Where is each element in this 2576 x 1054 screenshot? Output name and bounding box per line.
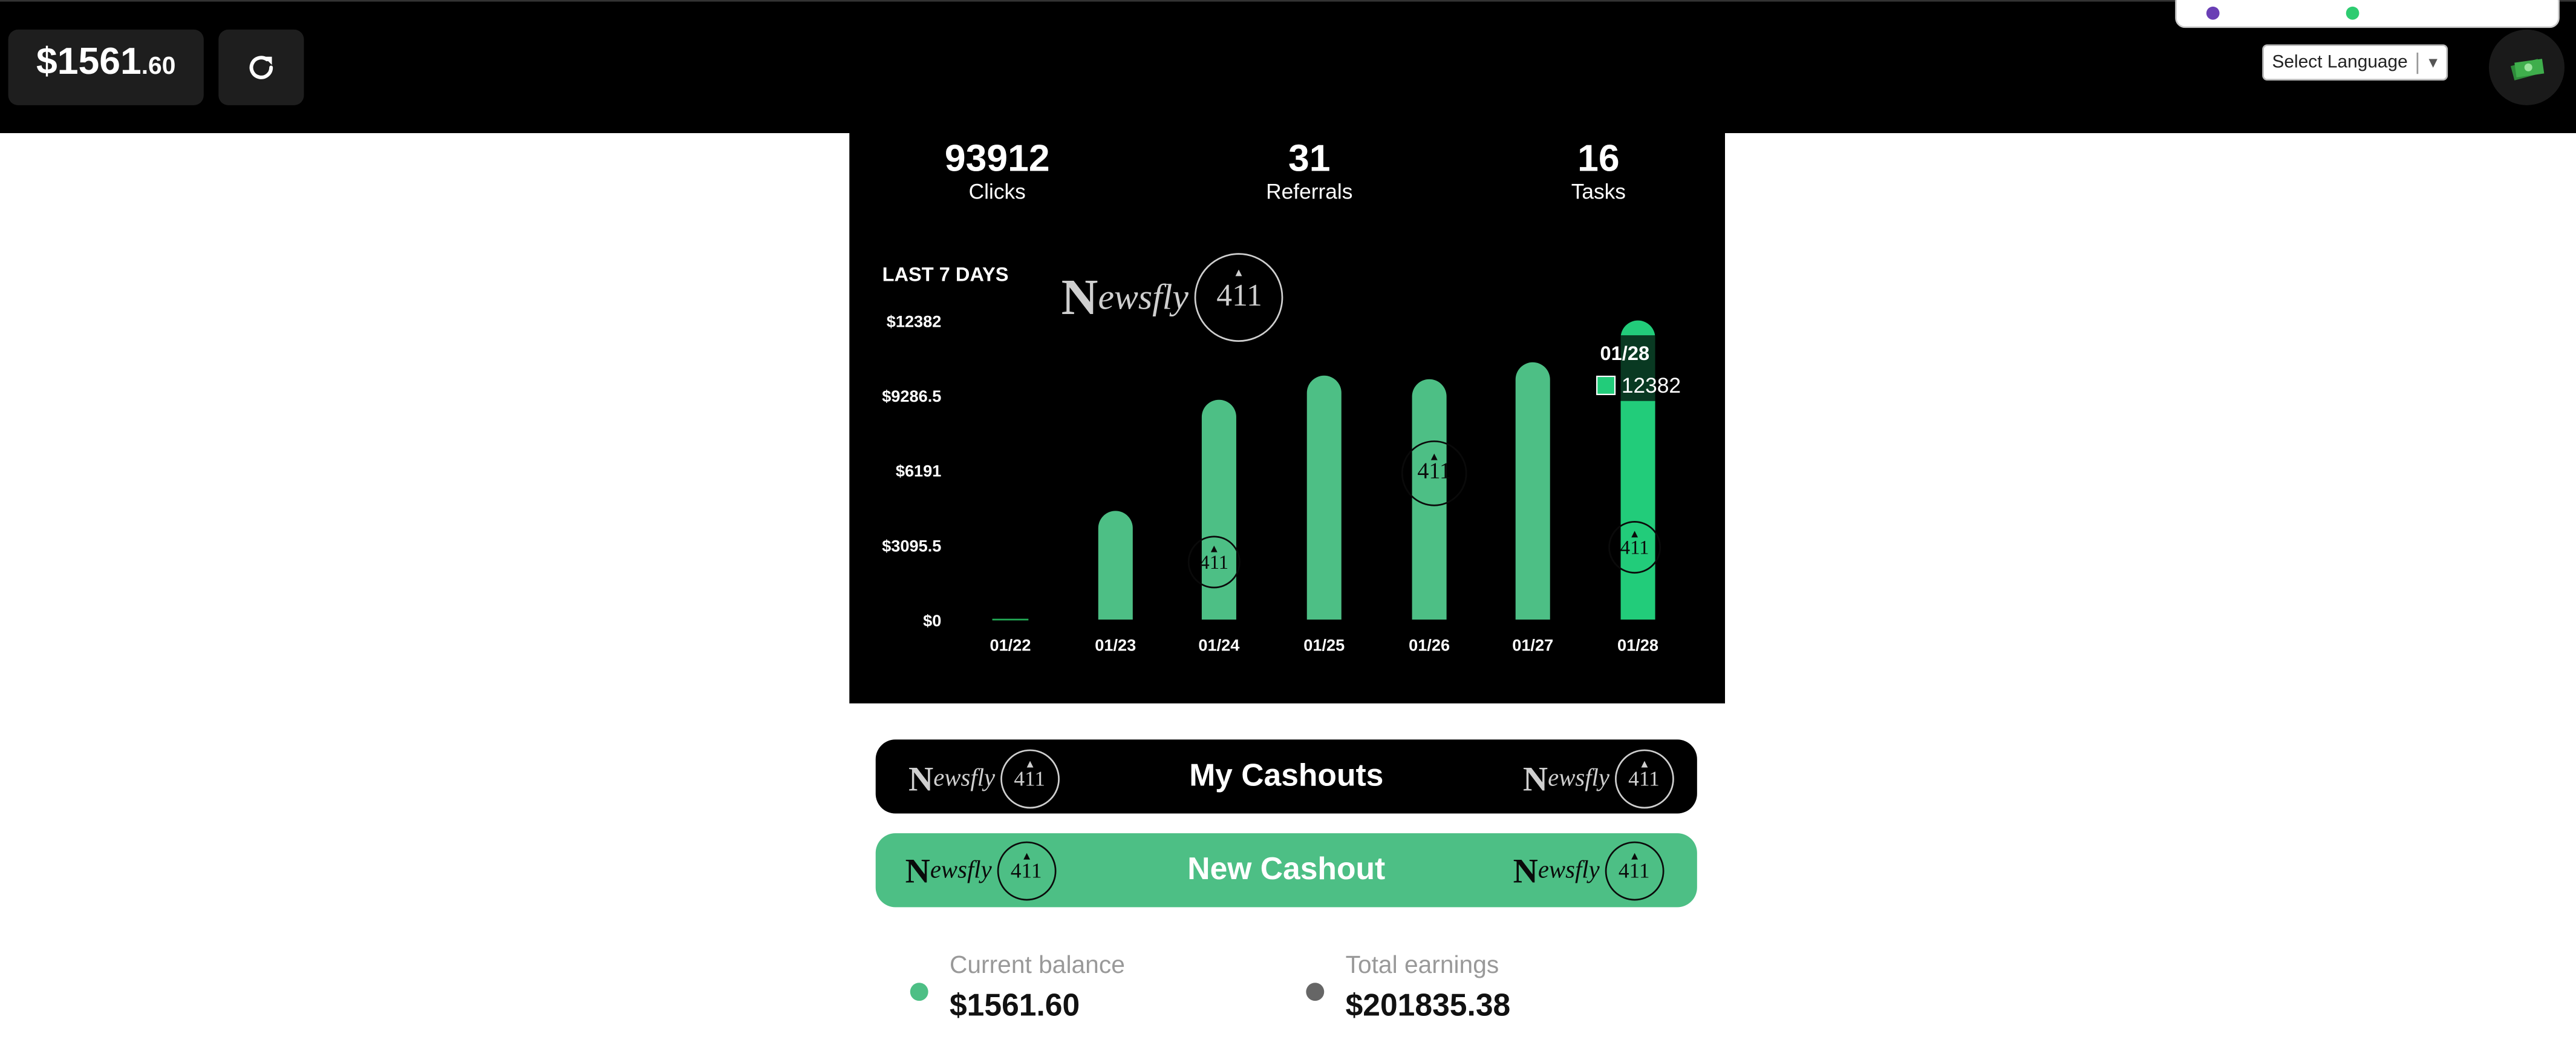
logo-circle: 411 — [1195, 253, 1284, 342]
logo-circle: 411 — [1614, 749, 1674, 809]
stat-label: Referrals — [1266, 179, 1353, 204]
language-select-label: Select Language — [2272, 52, 2408, 73]
logo-circle: 411 — [1604, 841, 1664, 901]
stat-clicks: 93912 Clicks — [899, 136, 1096, 205]
stat-tasks: 16 Tasks — [1500, 136, 1697, 205]
refresh-button[interactable] — [218, 29, 304, 105]
newsfly-watermark-logo: 411 — [1608, 521, 1661, 574]
stat-value: 16 — [1577, 136, 1620, 180]
money-icon — [2510, 59, 2545, 80]
language-select[interactable]: Select Language ▼ — [2262, 44, 2448, 81]
balance-display: $1561.60 — [8, 29, 204, 105]
logo-circle: 411 — [1000, 749, 1060, 809]
x-tick-label: 01/23 — [1095, 636, 1136, 655]
tooltip-value: 12382 — [1622, 374, 1681, 398]
stat-label: Tasks — [1571, 179, 1626, 204]
stat-referrals: 31 Referrals — [1211, 136, 1408, 205]
total-earnings-value: $201835.38 — [1345, 989, 1511, 1024]
x-tick-label: 01/27 — [1512, 636, 1553, 655]
y-tick-label: $12382 — [887, 312, 942, 331]
chart-tooltip — [1595, 335, 1687, 401]
stat-value: 31 — [1288, 136, 1331, 180]
avatar[interactable] — [2489, 29, 2565, 105]
logo-circle: 411 — [1608, 521, 1661, 574]
refresh-icon — [249, 56, 273, 79]
bar — [1515, 362, 1550, 620]
x-tick-label: 01/28 — [1617, 636, 1658, 655]
logo-circle: 411 — [1187, 535, 1241, 589]
dropdown-arrow-icon: ▼ — [2425, 54, 2441, 71]
chart-title: LAST 7 DAYS — [882, 263, 1009, 286]
current-balance-value: $1561.60 — [949, 989, 1080, 1024]
tooltip-date: 01/28 — [1600, 342, 1650, 364]
balance-cents: .60 — [141, 52, 176, 81]
x-tick-label: 01/25 — [1303, 636, 1345, 655]
new-cashout-label: New Cashout — [1187, 852, 1386, 887]
stat-value: 93912 — [944, 136, 1050, 180]
x-tick-label: 01/24 — [1198, 636, 1239, 655]
balance-main: $1561 — [36, 39, 142, 82]
stats-panel: 93912 Clicks 31 Referrals 16 Tasks LAST … — [849, 131, 1726, 704]
top-bar: $1561.60 Select Language ▼ — [0, 0, 2576, 134]
y-tick-label: $3095.5 — [882, 536, 941, 555]
bar — [1306, 375, 1342, 620]
current-balance-label: Current balance — [949, 951, 1125, 980]
current-balance-dot — [910, 983, 928, 1001]
bar — [1098, 511, 1133, 620]
select-divider — [2416, 51, 2418, 73]
tooltip-swatch — [1596, 375, 1616, 395]
total-earnings-label: Total earnings — [1345, 951, 1499, 980]
newsfly-watermark-logo: 411 — [1401, 440, 1467, 506]
popup-icon-green — [2346, 6, 2359, 20]
x-tick-label: 01/26 — [1409, 636, 1450, 655]
logo-circle: 411 — [996, 841, 1056, 901]
y-tick-label: $6191 — [896, 462, 942, 480]
total-earnings-dot — [1306, 983, 1325, 1001]
y-tick-label: $9286.5 — [882, 387, 941, 405]
logo-circle: 411 — [1401, 440, 1467, 506]
x-tick-label: 01/22 — [990, 636, 1031, 655]
newsfly-watermark-logo: 411 — [1187, 535, 1241, 589]
my-cashouts-label: My Cashouts — [1189, 758, 1384, 793]
y-tick-label: $0 — [923, 611, 941, 630]
popup-icon-purple — [2206, 6, 2220, 20]
notification-popup-edge[interactable] — [2175, 0, 2560, 28]
earnings-chart: $12382 $9286.5 $6191 $3095.5 $0 01/22 01/23 01/… — [882, 312, 1687, 655]
stat-label: Clicks — [968, 179, 1026, 204]
